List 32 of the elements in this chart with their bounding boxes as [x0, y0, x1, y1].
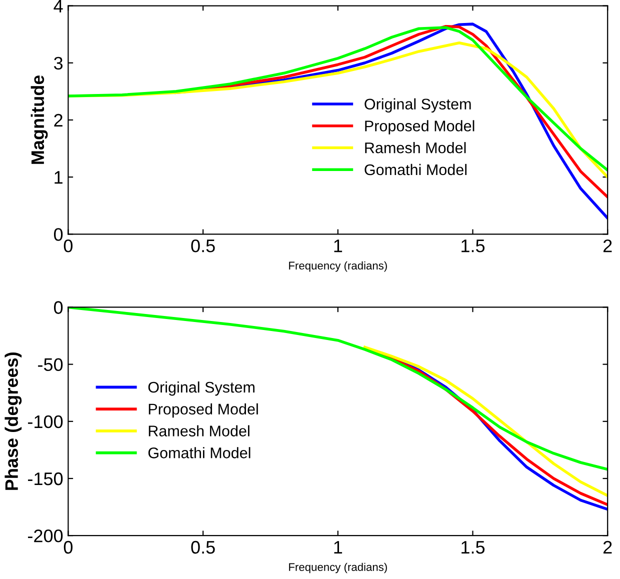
y-axis-title: Magnitude: [30, 75, 48, 164]
legend-label: Proposed Model: [365, 120, 474, 134]
x-tick-label: 0.5: [191, 239, 215, 252]
y-tick-label: -100: [28, 415, 63, 428]
x-tick-label: 1.5: [462, 541, 485, 554]
x-tick-label: 0: [64, 540, 73, 554]
legend-label: Gomathi Model: [148, 447, 250, 458]
x-tick-label: 2: [603, 540, 612, 554]
y-axis-title: Phase (degrees): [4, 352, 22, 490]
legend-label: Original System: [148, 381, 254, 396]
x-tick-label: 0.5: [191, 540, 215, 554]
legend-label: Ramesh Model: [365, 142, 466, 154]
y-tick-label: 2: [54, 114, 62, 127]
y-tick-label: 1: [54, 171, 62, 184]
y-tick-label: -200: [28, 530, 63, 542]
y-tick-label: -50: [38, 358, 63, 372]
y-tick-label: 0: [54, 301, 63, 314]
y-tick-label: 3: [54, 56, 63, 70]
legend-label: Original System: [364, 98, 471, 113]
legend-label: Proposed Model: [148, 403, 258, 418]
x-tick-label: 1.5: [462, 240, 485, 252]
x-tick-label: 1: [334, 541, 342, 554]
x-tick-label: 2: [603, 239, 612, 252]
y-tick-label: -150: [28, 472, 63, 486]
x-axis-title: Frequency (radians): [289, 562, 387, 574]
legend-label: Ramesh Model: [148, 425, 250, 436]
legend-label: Gomathi Model: [364, 164, 467, 176]
x-axis-title: Frequency (radians): [289, 261, 387, 272]
y-tick-label: 4: [54, 0, 63, 12]
x-tick-label: 0: [64, 239, 73, 252]
y-tick-label: 0: [54, 228, 63, 241]
x-tick-label: 1: [334, 240, 342, 252]
